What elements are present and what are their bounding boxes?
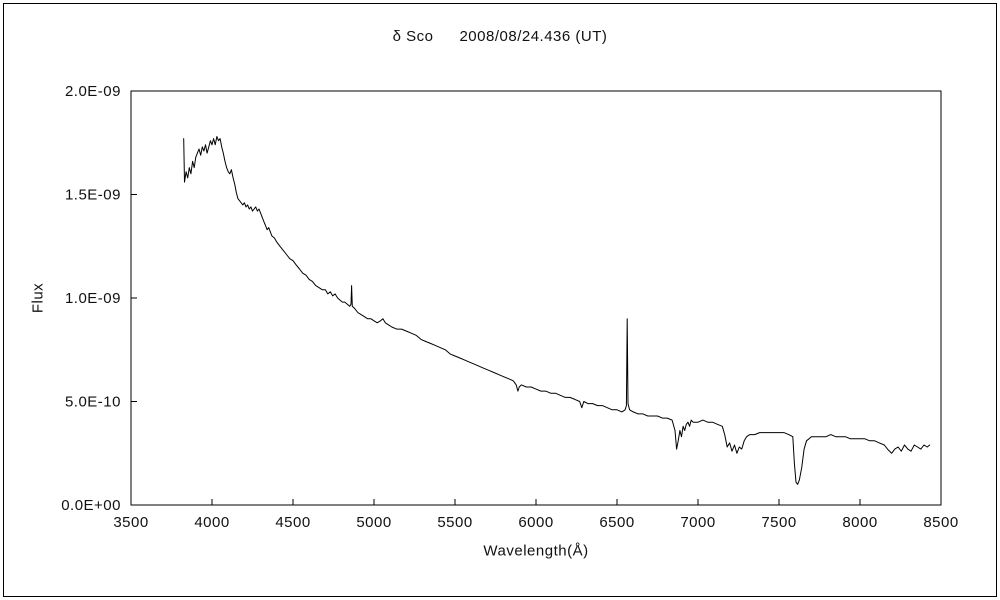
x-tick-label: 3500 (113, 514, 148, 531)
y-tick-label: 1.5E-09 (65, 187, 121, 204)
x-tick-label: 4000 (194, 514, 229, 531)
chart-title: δ Sco 2008/08/24.436 (UT) (0, 28, 1000, 45)
y-axis-label: Flux (29, 282, 47, 314)
y-tick-label: 5.0E-10 (65, 394, 121, 411)
x-tick-label: 8500 (923, 514, 958, 531)
y-tick-label: 0.0E+00 (61, 497, 121, 514)
x-tick-label: 8000 (842, 514, 877, 531)
y-tick-label: 1.0E-09 (65, 290, 121, 307)
x-tick-label: 7500 (761, 514, 796, 531)
chart-title-date: 2008/08/24.436 (UT) (459, 28, 608, 45)
x-tick-label: 5000 (356, 514, 391, 531)
x-tick-label: 4500 (275, 514, 310, 531)
chart-title-star: δ Sco (392, 28, 434, 45)
x-tick-label: 6500 (599, 514, 634, 531)
x-tick-label: 5500 (437, 514, 472, 531)
plot-frame (130, 90, 942, 506)
x-tick-label: 6000 (518, 514, 553, 531)
x-axis-label: Wavelength(Å) (483, 542, 589, 560)
y-tick-label: 2.0E-09 (65, 83, 121, 100)
spectrum-line (183, 136, 931, 485)
x-tick-label: 7000 (680, 514, 715, 531)
